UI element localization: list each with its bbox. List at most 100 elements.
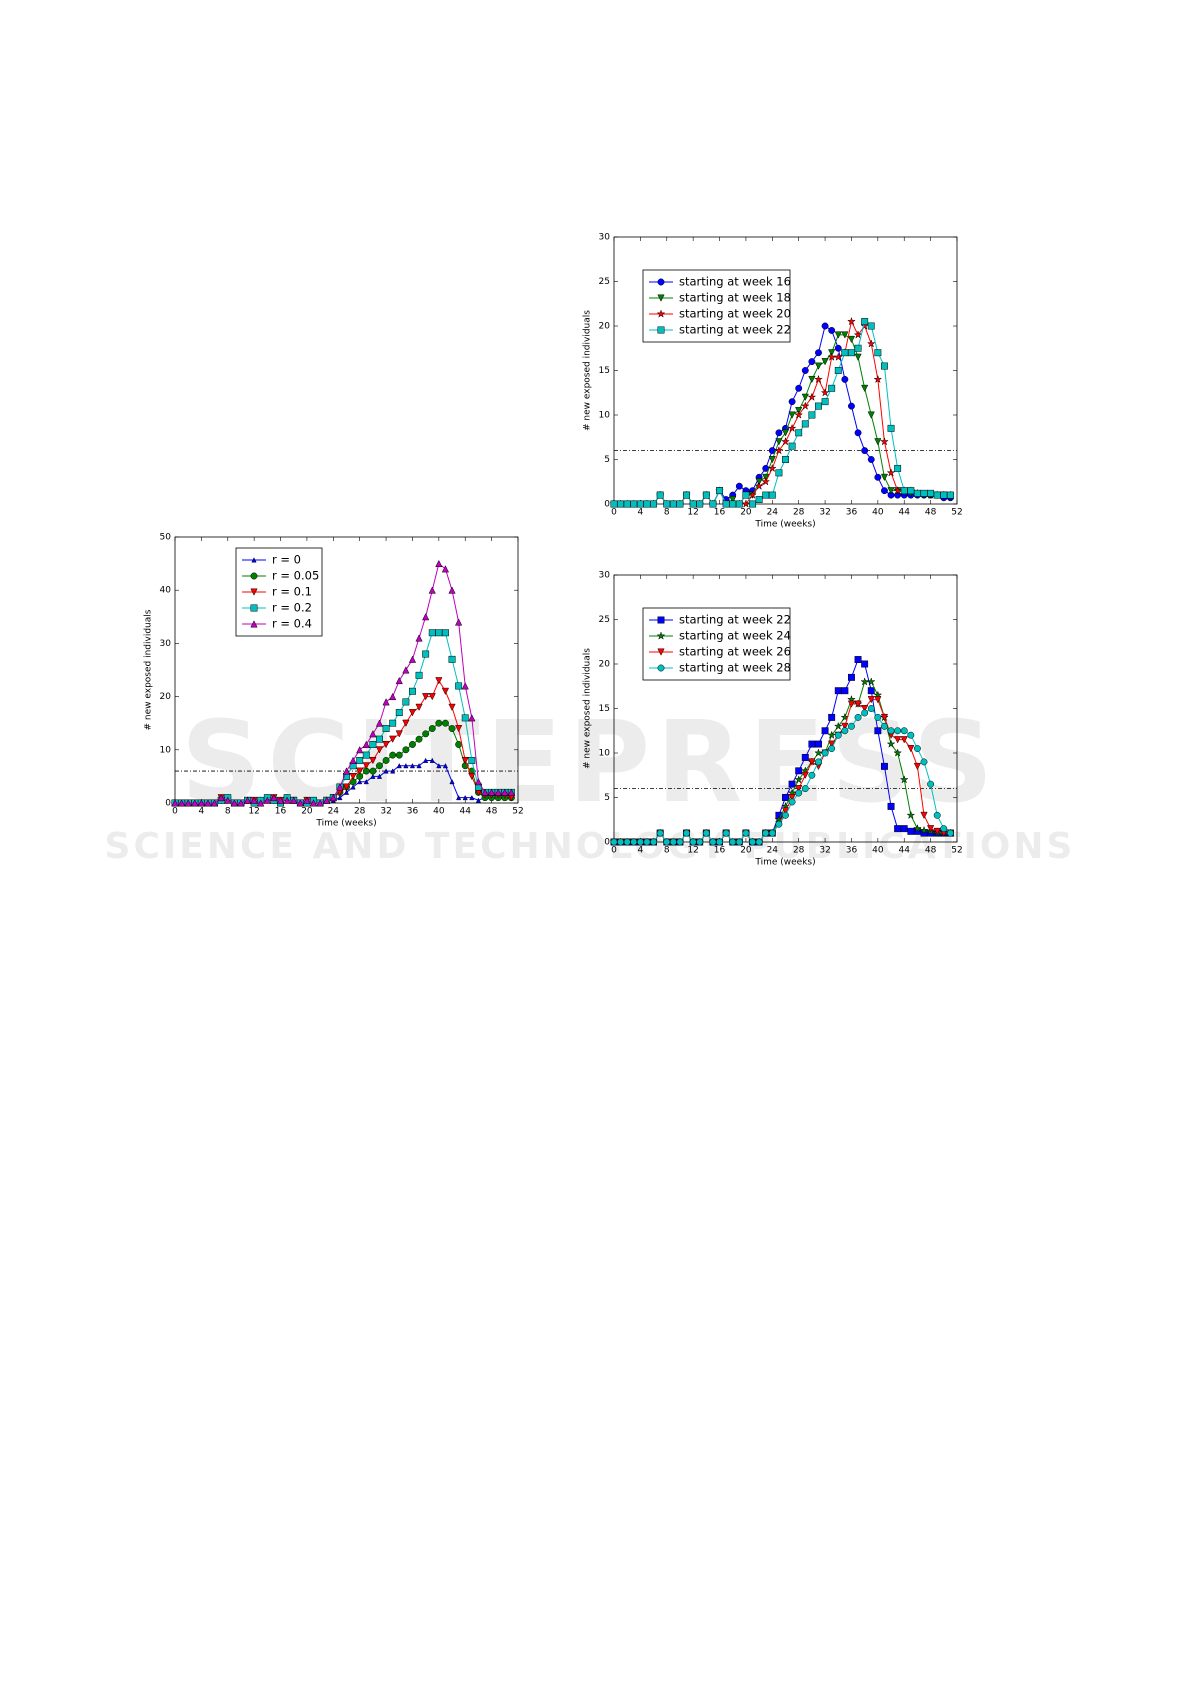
marker xyxy=(874,349,882,357)
marker xyxy=(735,500,743,508)
series-line xyxy=(614,320,951,505)
marker xyxy=(815,402,822,410)
marker xyxy=(283,796,291,804)
marker xyxy=(370,773,376,779)
legend: starting at week 16 starting at week 18 st… xyxy=(642,269,791,343)
marker xyxy=(741,499,751,508)
marker xyxy=(920,489,928,497)
legend-marker xyxy=(250,604,258,612)
marker xyxy=(435,629,443,637)
x-tick-label: 32 xyxy=(380,807,391,817)
marker xyxy=(356,767,364,775)
x-tick-label: 24 xyxy=(767,846,779,856)
marker xyxy=(880,713,889,722)
marker xyxy=(610,838,618,846)
marker xyxy=(290,796,298,804)
y-tick-label: 30 xyxy=(599,571,611,581)
x-tick-label: 36 xyxy=(846,846,858,856)
marker xyxy=(848,673,855,681)
marker xyxy=(343,789,350,795)
marker xyxy=(768,829,776,837)
marker xyxy=(748,490,757,499)
y-tick-label: 0 xyxy=(165,799,171,809)
marker xyxy=(841,727,849,735)
marker xyxy=(887,802,895,810)
marker xyxy=(375,746,384,754)
legend-marker xyxy=(250,572,258,580)
marker xyxy=(755,838,763,846)
marker xyxy=(422,730,430,738)
marker xyxy=(861,709,869,717)
x-tick-label: 32 xyxy=(819,846,830,856)
x-tick-label: 48 xyxy=(925,846,937,856)
y-tick-label: 5 xyxy=(604,793,610,803)
marker xyxy=(828,327,836,334)
marker xyxy=(409,687,416,695)
marker xyxy=(860,677,870,686)
marker xyxy=(461,682,469,690)
x-tick-label: 0 xyxy=(611,508,617,518)
marker xyxy=(828,713,836,721)
x-tick-label: 20 xyxy=(301,807,313,817)
marker xyxy=(933,811,941,819)
marker xyxy=(900,825,908,833)
marker xyxy=(442,763,449,769)
marker xyxy=(369,756,377,765)
marker xyxy=(775,820,783,828)
legend-marker xyxy=(657,278,665,286)
marker xyxy=(448,586,456,594)
marker xyxy=(402,719,410,727)
marker xyxy=(800,401,810,410)
x-axis-label: Time (weeks) xyxy=(315,819,376,829)
legend-label: starting at week 22 xyxy=(679,323,791,337)
marker xyxy=(402,666,410,674)
marker xyxy=(861,447,869,455)
marker xyxy=(676,500,684,508)
marker xyxy=(788,794,796,802)
marker xyxy=(841,687,849,695)
x-tick-label: 44 xyxy=(899,508,911,518)
y-tick-label: 20 xyxy=(599,322,611,332)
marker xyxy=(494,788,502,796)
y-tick-label: 10 xyxy=(599,749,611,759)
marker xyxy=(636,500,644,508)
marker xyxy=(448,655,456,663)
marker xyxy=(828,384,836,392)
marker xyxy=(481,788,489,796)
chart: 0 4 8 12 16 20 24 28 32 36 40 44 48 52051015202530Tim… xyxy=(583,233,963,530)
marker xyxy=(369,730,377,738)
legend-label: starting at week 22 xyxy=(679,613,791,627)
x-tick-label: 8 xyxy=(225,807,231,817)
marker xyxy=(788,798,796,806)
marker xyxy=(907,731,915,739)
marker xyxy=(435,677,443,685)
marker xyxy=(395,709,403,717)
marker xyxy=(821,727,829,735)
marker xyxy=(722,500,730,508)
marker xyxy=(276,796,285,804)
plot-frame xyxy=(174,536,519,804)
marker xyxy=(880,362,888,370)
marker xyxy=(742,491,750,499)
legend-marker xyxy=(657,616,665,624)
legend-marker xyxy=(656,631,666,640)
marker xyxy=(867,696,875,704)
marker xyxy=(455,741,463,748)
legend-label: starting at week 26 xyxy=(679,645,791,659)
marker xyxy=(933,491,941,499)
marker xyxy=(880,473,889,482)
legend-label: starting at week 18 xyxy=(679,291,791,305)
x-tick-label: 12 xyxy=(687,508,698,518)
marker xyxy=(390,768,396,774)
x-tick-label: 0 xyxy=(611,846,617,856)
x-tick-label: 4 xyxy=(199,807,205,817)
marker xyxy=(907,487,915,495)
marker xyxy=(448,725,456,732)
marker xyxy=(775,469,783,477)
marker xyxy=(946,829,954,837)
marker xyxy=(630,838,638,846)
marker xyxy=(448,703,456,711)
marker xyxy=(663,500,671,508)
marker xyxy=(630,500,638,508)
